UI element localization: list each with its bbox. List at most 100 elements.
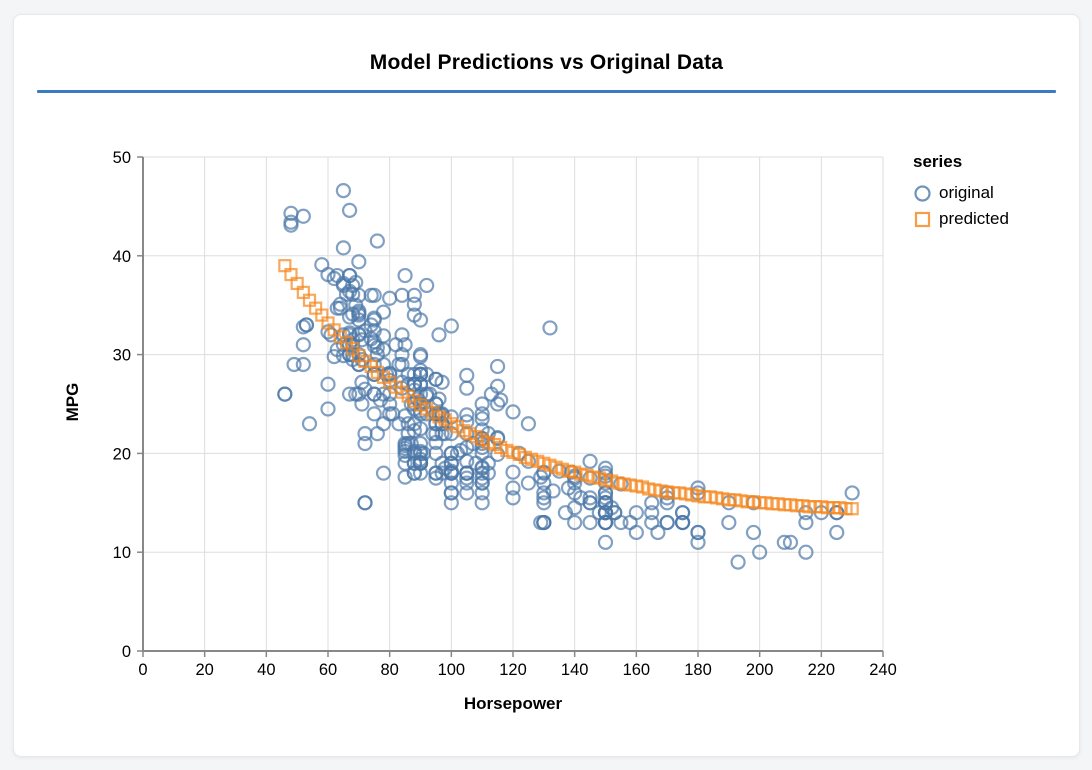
data-point-original [295, 319, 311, 335]
data-point-original [459, 475, 475, 491]
data-point-original [597, 514, 614, 531]
legend-title: series [913, 152, 963, 171]
data-point-original [776, 534, 792, 550]
predicted-marker-icon [914, 211, 931, 227]
data-point-original [341, 327, 358, 343]
legend-item-predicted: predicted [913, 206, 1009, 232]
data-point-original [690, 534, 706, 550]
data-point-original [782, 534, 799, 550]
data-point-original [567, 514, 583, 531]
data-point-original [366, 406, 382, 422]
data-point-original [431, 327, 447, 343]
x-tick-label: 180 [684, 661, 712, 679]
predicted-marker-shape [914, 211, 931, 227]
x-tick-label: 100 [438, 661, 466, 679]
x-tick-label: 120 [499, 661, 527, 679]
data-point-original [397, 469, 413, 485]
data-point-original [573, 490, 589, 506]
data-point-original [397, 337, 413, 353]
data-point-original [357, 435, 373, 452]
data-point-original [388, 337, 404, 353]
data-point-original [428, 470, 444, 486]
y-tick-label: 0 [122, 643, 131, 661]
data-point-original [459, 465, 475, 481]
data-point-original [474, 475, 490, 491]
data-point-original [489, 358, 506, 375]
data-point-original [520, 475, 537, 491]
data-point-original [397, 443, 413, 460]
data-point-original [493, 392, 509, 408]
data-point-original [366, 323, 382, 339]
data-point-original [351, 254, 367, 270]
x-tick-label: 200 [746, 661, 774, 679]
data-point-original [397, 267, 413, 284]
data-point-original [542, 320, 558, 336]
data-point-original [622, 514, 638, 531]
y-tick-label: 10 [113, 544, 131, 562]
x-tick-label: 240 [869, 661, 897, 679]
data-point-original [474, 406, 490, 422]
chart-card: Model Predictions vs Original Data [13, 14, 1080, 757]
data-point-original [369, 233, 385, 249]
data-point-original [314, 257, 330, 273]
x-tick-label: 80 [380, 661, 398, 679]
data-point-original [459, 407, 475, 423]
x-tick-label: 140 [561, 661, 589, 679]
data-point-original [443, 318, 459, 334]
data-point-original [341, 386, 358, 402]
data-point-original [505, 480, 521, 496]
data-point-original [582, 453, 598, 469]
data-point-original [375, 416, 392, 432]
legend-label-predicted: predicted [939, 209, 1009, 228]
data-point-original [650, 524, 666, 541]
data-point-original [443, 445, 459, 461]
data-point-original [597, 490, 614, 506]
data-point-original [419, 277, 435, 294]
data-point-original [369, 340, 385, 356]
data-point-original [613, 514, 629, 531]
data-point-original [351, 287, 367, 303]
data-point-original [443, 463, 459, 479]
data-point-original [351, 307, 367, 323]
data-point-original [745, 524, 762, 541]
data-point-original [406, 443, 422, 460]
title-divider [37, 90, 1056, 93]
original-marker-icon [914, 184, 931, 202]
data-point-original [474, 396, 490, 412]
chart-title: Model Predictions vs Original Data [369, 51, 724, 74]
data-point-original [582, 490, 598, 506]
data-point-original [375, 465, 392, 481]
data-point-original [644, 505, 660, 521]
data-point-original [320, 401, 336, 417]
data-point-original [443, 495, 459, 511]
data-point-original [505, 404, 521, 420]
data-point-original [721, 514, 737, 531]
data-point-original [351, 303, 367, 319]
data-point-original [394, 356, 410, 373]
data-point-original [412, 443, 429, 460]
data-point-original [443, 475, 459, 491]
data-point-original [412, 348, 429, 365]
data-point-original [690, 524, 706, 541]
data-point-original [301, 416, 318, 432]
data-point-original [597, 534, 614, 550]
data-point-original [320, 376, 336, 392]
data-point-original [459, 380, 475, 396]
data-point-original [295, 208, 311, 224]
data-point-original [582, 514, 598, 531]
data-point-original [434, 374, 450, 390]
data-point-original [354, 374, 370, 390]
data-point-original [341, 202, 358, 218]
data-point-original [674, 514, 691, 531]
data-point-original [545, 483, 561, 499]
data-point-original [326, 270, 342, 287]
y-tick-label: 30 [113, 347, 131, 365]
x-tick-label: 60 [319, 661, 337, 679]
data-point-original [474, 411, 490, 427]
data-point-original [397, 408, 413, 424]
data-point-original [533, 469, 549, 485]
data-point-original [752, 544, 768, 560]
data-point-original [489, 446, 506, 462]
data-point-original [844, 485, 860, 501]
